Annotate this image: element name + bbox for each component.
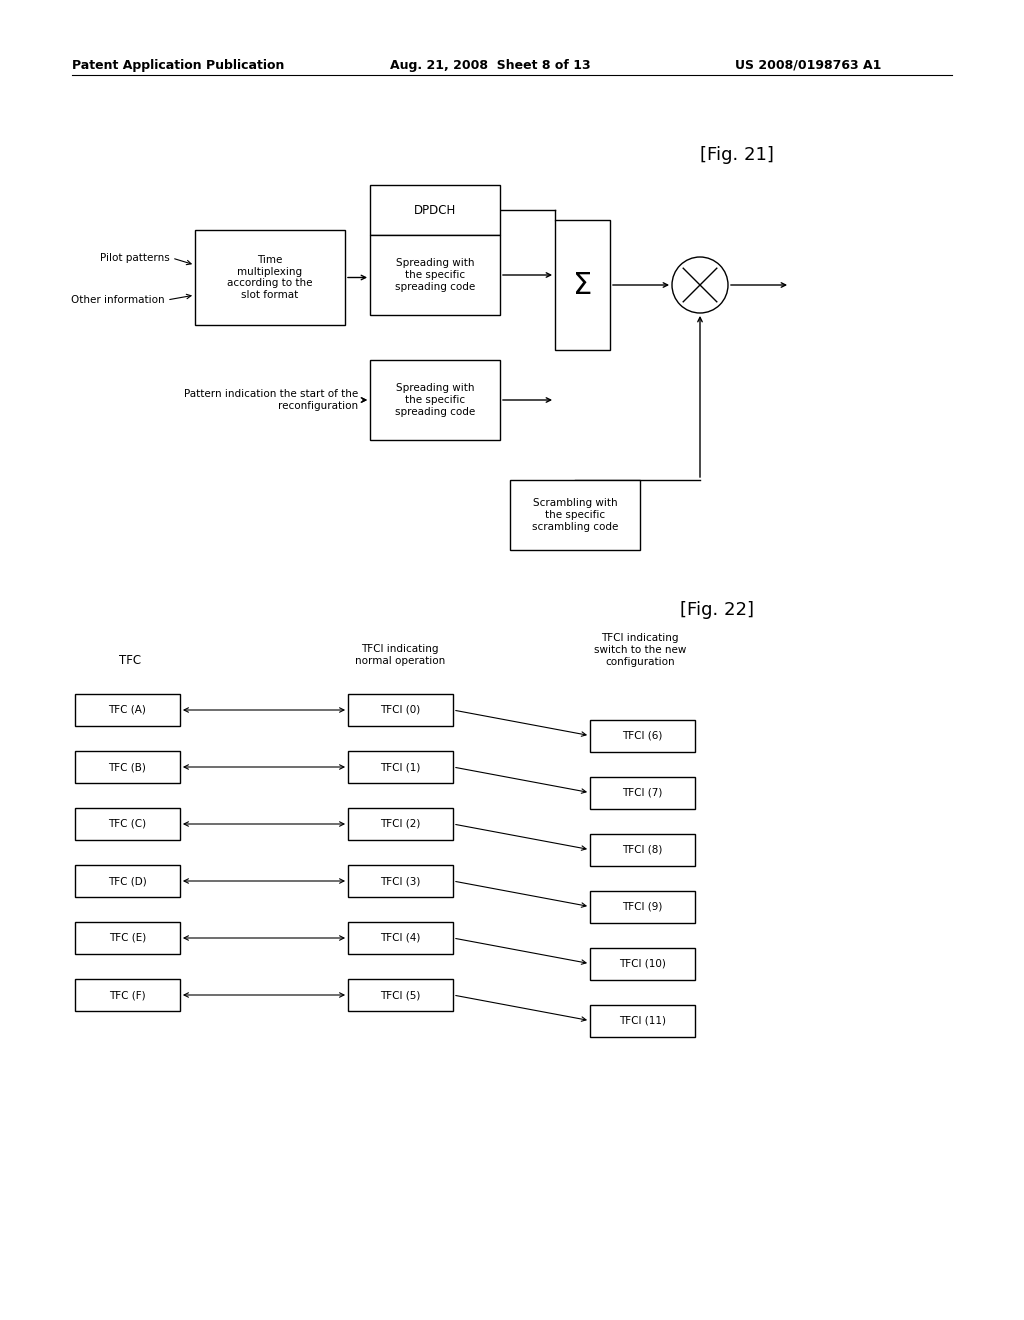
Text: Pilot patterns: Pilot patterns — [100, 253, 170, 263]
Bar — [590, 719, 695, 751]
Bar — [370, 235, 500, 315]
Text: TFCI (9): TFCI (9) — [623, 902, 663, 912]
Text: TFCI (7): TFCI (7) — [623, 788, 663, 797]
Text: Scrambling with
the specific
scrambling code: Scrambling with the specific scrambling … — [531, 499, 618, 532]
Text: TFCI indicating
switch to the new
configuration: TFCI indicating switch to the new config… — [594, 634, 686, 667]
Bar — [75, 694, 180, 726]
Text: TFCI (10): TFCI (10) — [620, 958, 666, 969]
Text: TFCI indicating
normal operation: TFCI indicating normal operation — [355, 644, 445, 665]
Text: TFCI (6): TFCI (6) — [623, 731, 663, 741]
Text: Other information: Other information — [72, 294, 165, 305]
Text: TFCI (5): TFCI (5) — [380, 990, 421, 1001]
Bar — [370, 360, 500, 440]
Text: TFC (B): TFC (B) — [109, 762, 146, 772]
Text: Spreading with
the specific
spreading code: Spreading with the specific spreading co… — [395, 383, 475, 417]
Text: US 2008/0198763 A1: US 2008/0198763 A1 — [735, 58, 882, 71]
Bar — [348, 979, 453, 1011]
Text: Spreading with
the specific
spreading code: Spreading with the specific spreading co… — [395, 259, 475, 292]
Bar — [75, 921, 180, 954]
Text: TFC (F): TFC (F) — [110, 990, 145, 1001]
Text: [Fig. 21]: [Fig. 21] — [700, 147, 774, 164]
Bar — [75, 751, 180, 783]
Text: Aug. 21, 2008  Sheet 8 of 13: Aug. 21, 2008 Sheet 8 of 13 — [390, 58, 591, 71]
Text: [Fig. 22]: [Fig. 22] — [680, 601, 754, 619]
Text: TFCI (11): TFCI (11) — [618, 1015, 666, 1026]
Text: TFCI (0): TFCI (0) — [380, 705, 421, 715]
Text: Σ: Σ — [572, 271, 592, 300]
Bar — [348, 808, 453, 840]
Text: TFC (D): TFC (D) — [109, 876, 146, 886]
Bar — [590, 776, 695, 809]
Text: TFCI (8): TFCI (8) — [623, 845, 663, 854]
Bar — [510, 480, 640, 550]
Bar — [348, 694, 453, 726]
Text: Time
multiplexing
according to the
slot format: Time multiplexing according to the slot … — [227, 255, 312, 300]
Text: Pattern indication the start of the
reconfiguration: Pattern indication the start of the reco… — [183, 389, 358, 411]
Text: Patent Application Publication: Patent Application Publication — [72, 58, 285, 71]
Text: TFC (C): TFC (C) — [109, 818, 146, 829]
Text: DPDCH: DPDCH — [414, 203, 456, 216]
Text: TFCI (2): TFCI (2) — [380, 818, 421, 829]
Bar — [75, 865, 180, 898]
Bar — [590, 891, 695, 923]
Bar — [348, 921, 453, 954]
Bar — [590, 834, 695, 866]
Text: TFCI (4): TFCI (4) — [380, 933, 421, 942]
Bar — [590, 1005, 695, 1036]
Bar — [555, 220, 610, 350]
Text: TFCI (1): TFCI (1) — [380, 762, 421, 772]
Bar — [348, 865, 453, 898]
Text: TFC (A): TFC (A) — [109, 705, 146, 715]
Bar — [75, 979, 180, 1011]
Text: TFC: TFC — [119, 653, 141, 667]
Bar — [195, 230, 345, 325]
Bar — [590, 948, 695, 979]
Bar — [348, 751, 453, 783]
Bar — [75, 808, 180, 840]
Text: TFCI (3): TFCI (3) — [380, 876, 421, 886]
Text: TFC (E): TFC (E) — [109, 933, 146, 942]
Bar — [370, 185, 500, 235]
